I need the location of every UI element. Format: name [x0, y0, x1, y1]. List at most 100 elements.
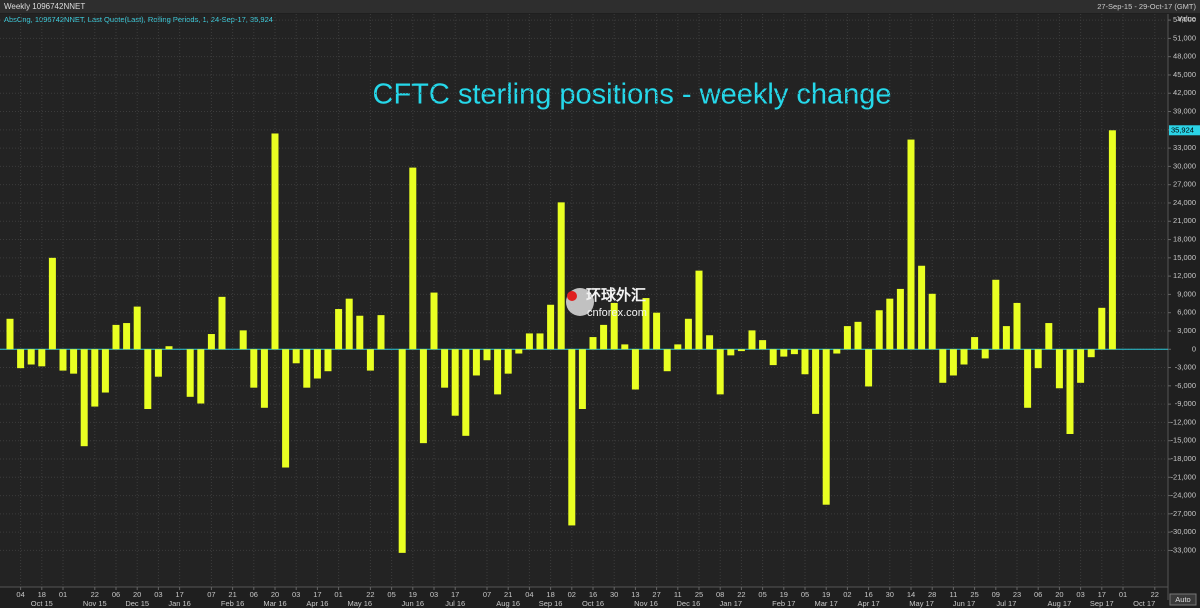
bar	[292, 349, 300, 364]
bar	[17, 349, 25, 369]
bar	[1066, 349, 1074, 434]
y-tick-label: -24,000	[1171, 491, 1196, 500]
bar	[557, 202, 565, 350]
bar	[918, 265, 926, 350]
bar	[1077, 349, 1085, 383]
bar	[144, 349, 152, 410]
month-label: Oct 16	[582, 599, 604, 608]
auto-button[interactable]	[1169, 593, 1197, 606]
bar	[356, 315, 364, 350]
bar	[949, 349, 957, 376]
y-tick-label: 45,000	[1173, 70, 1196, 79]
grid	[0, 14, 1168, 587]
bar	[748, 330, 756, 350]
month-label: Jun 16	[402, 599, 425, 608]
x-tick-label: 19	[409, 590, 417, 599]
x-tick-label: 03	[1076, 590, 1084, 599]
bar	[398, 349, 406, 553]
bar	[684, 318, 692, 350]
bar	[695, 270, 703, 350]
x-tick-label: 30	[886, 590, 894, 599]
bar	[589, 337, 597, 350]
bar	[716, 349, 724, 395]
x-tick-label: 22	[737, 590, 745, 599]
y-tick-label: 24,000	[1173, 198, 1196, 207]
month-label: Aug 16	[496, 599, 520, 608]
bar	[896, 288, 904, 350]
bar	[250, 349, 258, 388]
x-tick-label: 23	[1013, 590, 1021, 599]
y-tick-label: 39,000	[1173, 107, 1196, 116]
bar	[1108, 130, 1116, 350]
y-tick-label: 30,000	[1173, 161, 1196, 170]
bar	[1045, 323, 1053, 350]
bar	[674, 344, 682, 350]
y-tick-label: -3,000	[1175, 363, 1196, 372]
bar	[271, 133, 279, 350]
x-tick-label: 16	[589, 590, 597, 599]
y-tick-label: 15,000	[1173, 253, 1196, 262]
bar	[822, 349, 830, 505]
bar	[218, 296, 226, 350]
bar	[928, 293, 936, 350]
y-tick-label: -6,000	[1175, 381, 1196, 390]
bar	[992, 279, 1000, 350]
x-tick-label: 25	[970, 590, 978, 599]
x-tick-label: 05	[758, 590, 766, 599]
bar	[165, 346, 173, 350]
x-tick-label: 20	[1055, 590, 1063, 599]
bar	[727, 349, 735, 356]
x-tick-label: 05	[801, 590, 809, 599]
x-tick-label: 06	[112, 590, 120, 599]
x-tick-label: 18	[38, 590, 46, 599]
x-tick-label: 04	[525, 590, 533, 599]
month-label: Feb 17	[772, 599, 795, 608]
bar	[6, 318, 14, 350]
x-tick-label: 06	[1034, 590, 1042, 599]
bar	[462, 349, 470, 436]
month-label: Apr 17	[858, 599, 880, 608]
bar	[91, 349, 99, 407]
bar	[59, 349, 67, 371]
bar	[663, 349, 671, 372]
bar	[282, 349, 290, 468]
bar	[939, 349, 947, 383]
watermark: 环球外汇 cnforex.com	[566, 286, 647, 319]
header-right: 27-Sep-15 - 29-Oct-17 (GMT)	[1097, 2, 1196, 11]
x-tick-label: 19	[822, 590, 830, 599]
y-tick-label: 54,000	[1173, 15, 1196, 24]
month-label: Dec 16	[677, 599, 701, 608]
bar	[27, 349, 35, 365]
auto-button-label[interactable]: Auto	[1175, 595, 1190, 604]
bar	[123, 323, 131, 350]
x-tick-label: 14	[907, 590, 915, 599]
bar	[1013, 302, 1021, 350]
x-tick-label: 28	[928, 590, 936, 599]
x-tick-label: 05	[387, 590, 395, 599]
bar	[706, 335, 714, 350]
x-tick-label: 03	[430, 590, 438, 599]
bar	[737, 349, 745, 352]
bar	[38, 349, 46, 367]
bar	[1087, 349, 1095, 358]
x-tick-label: 18	[546, 590, 554, 599]
x-tick-label: 13	[631, 590, 639, 599]
y-tick-label: -18,000	[1171, 454, 1196, 463]
last-value-label: 35,924	[1171, 125, 1194, 134]
month-label: Nov 16	[634, 599, 658, 608]
x-tick-label: 21	[228, 590, 236, 599]
month-label: May 16	[347, 599, 372, 608]
bar	[48, 257, 56, 350]
month-label: Jan 17	[720, 599, 743, 608]
bar	[812, 349, 820, 414]
bar	[472, 349, 480, 376]
x-tick-label: 22	[91, 590, 99, 599]
bar	[1055, 349, 1063, 389]
bar	[1034, 349, 1042, 369]
month-label: Dec 15	[125, 599, 149, 608]
bar	[525, 333, 533, 350]
y-tick-label: 21,000	[1173, 216, 1196, 225]
y-tick-label: -9,000	[1175, 399, 1196, 408]
y-tick-label: 0	[1192, 344, 1196, 353]
x-tick-label: 17	[175, 590, 183, 599]
